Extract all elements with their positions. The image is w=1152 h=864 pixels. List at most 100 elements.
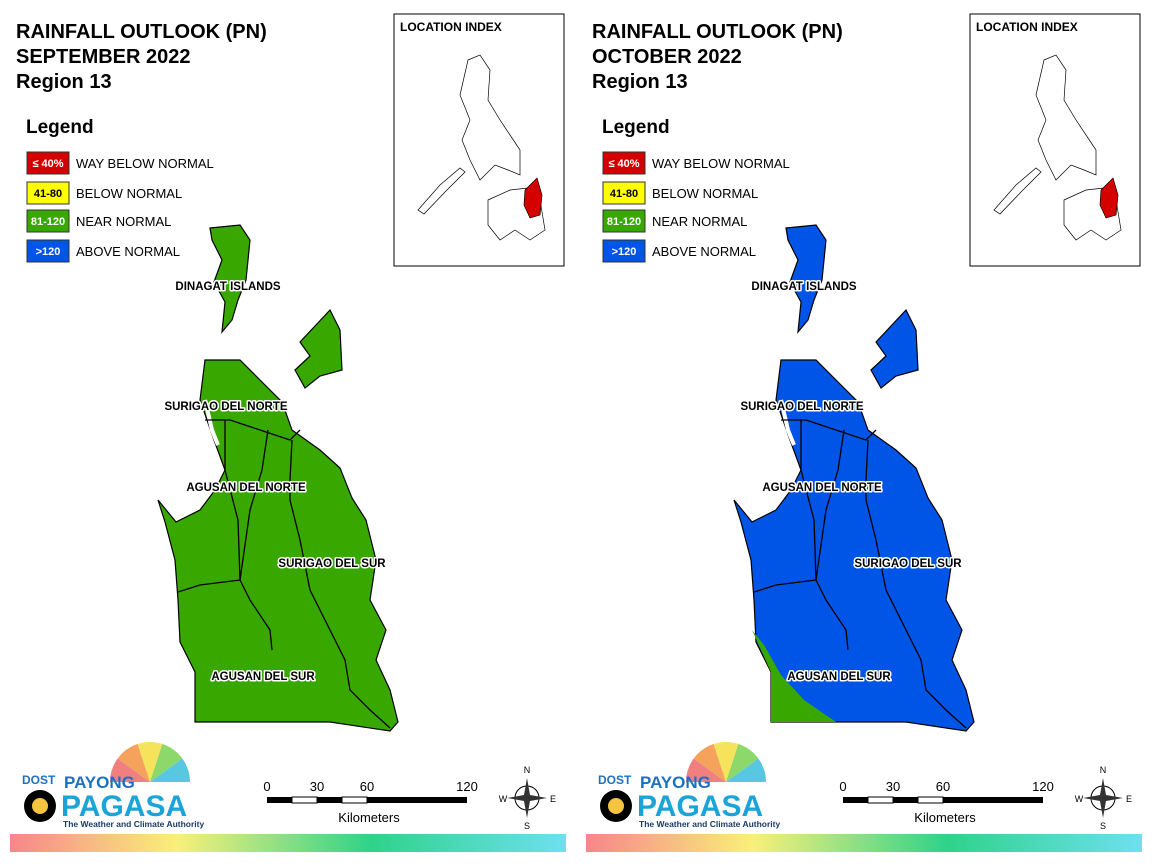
- scale-segment: [867, 796, 894, 804]
- title-line: RAINFALL OUTLOOK (PN): [592, 21, 843, 43]
- legend-swatch: [602, 181, 646, 205]
- legend-label: NEAR NORMAL: [76, 214, 171, 229]
- scale-tick-label: 0: [839, 779, 846, 794]
- logo-seal-inner: [608, 798, 624, 814]
- scale-tick-label: 0: [263, 779, 270, 794]
- caraga-highlight: [523, 177, 543, 219]
- color-band: [10, 834, 566, 852]
- legend-swatch: [602, 239, 646, 263]
- province-label: SURIGAO DEL SUR: [854, 558, 962, 570]
- umbrella-wedge: [713, 742, 739, 782]
- umbrella-wedge: [150, 743, 183, 782]
- compass-letter: W: [499, 794, 508, 804]
- title-line: Region 13: [16, 71, 112, 93]
- scale-unit: Kilometers: [914, 810, 976, 825]
- province-boundary: [865, 439, 967, 729]
- legend-swatch: [26, 151, 70, 175]
- scale-segment: [317, 797, 342, 803]
- legend-range: ≤ 40%: [32, 158, 63, 170]
- legend-label: NEAR NORMAL: [652, 214, 747, 229]
- province-area: [209, 224, 251, 334]
- province-label: AGUSAN DEL SUR: [787, 671, 891, 683]
- philippines-outline: [459, 54, 521, 181]
- logo-pagasa: PAGASA: [637, 790, 763, 823]
- province-label: DINAGAT ISLANDS: [751, 281, 857, 293]
- title-line: RAINFALL OUTLOOK (PN): [16, 21, 267, 43]
- compass-star: [507, 778, 547, 818]
- legend-label: BELOW NORMAL: [76, 186, 182, 201]
- legend-label: ABOVE NORMAL: [652, 244, 756, 259]
- province-label: SURIGAO DEL SUR: [278, 558, 386, 570]
- province-area: [157, 359, 399, 732]
- legend-range: >120: [36, 246, 61, 258]
- legend-label: BELOW NORMAL: [652, 186, 758, 201]
- near-normal-area: [752, 630, 836, 722]
- province-area: [733, 359, 975, 732]
- palawan-outline: [993, 167, 1042, 215]
- scale-segment: [341, 796, 368, 804]
- coast-gap: [203, 399, 220, 446]
- legend-swatch: [602, 151, 646, 175]
- outlook-panel: RAINFALL OUTLOOK (PN) SEPTEMBER 2022 Regio…: [10, 13, 566, 852]
- legend-range: >120: [612, 246, 637, 258]
- umbrella-wedge: [137, 742, 163, 782]
- title-line: OCTOBER 2022: [592, 46, 742, 68]
- legend-label: ABOVE NORMAL: [76, 244, 180, 259]
- legend-label: WAY BELOW NORMAL: [652, 156, 790, 171]
- compass-letter: W: [1075, 794, 1084, 804]
- province-boundary: [781, 419, 877, 441]
- logo-pagasa: PAGASA: [61, 790, 187, 823]
- legend-title: Legend: [26, 117, 94, 138]
- province-boundary: [205, 419, 301, 441]
- umbrella-wedge: [726, 758, 766, 782]
- umbrella-wedge: [726, 743, 759, 782]
- logo-tagline: The Weather and Climate Authority: [639, 819, 780, 829]
- province-boundary: [177, 579, 241, 593]
- scale-segment: [917, 796, 944, 804]
- location-index-title: LOCATION INDEX: [400, 20, 502, 34]
- logo-seal-inner: [32, 798, 48, 814]
- legend-swatch: [26, 181, 70, 205]
- scale-segment: [267, 797, 292, 803]
- compass-letter: S: [524, 821, 530, 831]
- coast-gap: [779, 399, 796, 446]
- legend-range: ≤ 40%: [608, 158, 639, 170]
- scale-tick-label: 60: [936, 779, 950, 794]
- legend-swatch: [26, 209, 70, 233]
- logo-payong: PAYONG: [64, 773, 135, 792]
- compass-letter: N: [524, 765, 531, 775]
- compass-letter: N: [1100, 765, 1107, 775]
- province-boundary: [239, 429, 269, 581]
- legend-range: 41-80: [610, 188, 638, 200]
- logo-payong: PAYONG: [640, 773, 711, 792]
- legend-range: 41-80: [34, 188, 62, 200]
- legend-label: WAY BELOW NORMAL: [76, 156, 214, 171]
- legend-range: 81-120: [607, 216, 641, 228]
- palawan-outline: [417, 167, 466, 215]
- umbrella-wedge: [686, 758, 726, 782]
- scale-segment: [893, 797, 918, 803]
- umbrella-wedge: [110, 758, 150, 782]
- scale-segment: [843, 797, 868, 803]
- scale-segment: [367, 797, 467, 803]
- province-area: [294, 308, 343, 389]
- scale-tick-label: 120: [1032, 779, 1054, 794]
- province-label: SURIGAO DEL NORTE: [740, 401, 863, 413]
- title-line: SEPTEMBER 2022: [16, 46, 191, 68]
- scale-tick-label: 30: [310, 779, 324, 794]
- province-area: [785, 224, 827, 334]
- color-band: [586, 834, 1142, 852]
- umbrella-wedge: [150, 758, 190, 782]
- outlook-panel: RAINFALL OUTLOOK (PN) OCTOBER 2022 Region …: [586, 13, 1142, 852]
- compass-star: [1083, 778, 1123, 818]
- province-boundary: [289, 439, 391, 729]
- legend-title: Legend: [602, 117, 670, 138]
- umbrella-wedge: [693, 743, 726, 782]
- province-label: SURIGAO DEL NORTE: [164, 401, 287, 413]
- province-label: AGUSAN DEL SUR: [211, 671, 315, 683]
- umbrella-wedge: [117, 743, 150, 782]
- legend-range: 81-120: [31, 216, 65, 228]
- scale-segment: [291, 796, 318, 804]
- province-label: AGUSAN DEL NORTE: [186, 482, 306, 494]
- legend-swatch: [26, 239, 70, 263]
